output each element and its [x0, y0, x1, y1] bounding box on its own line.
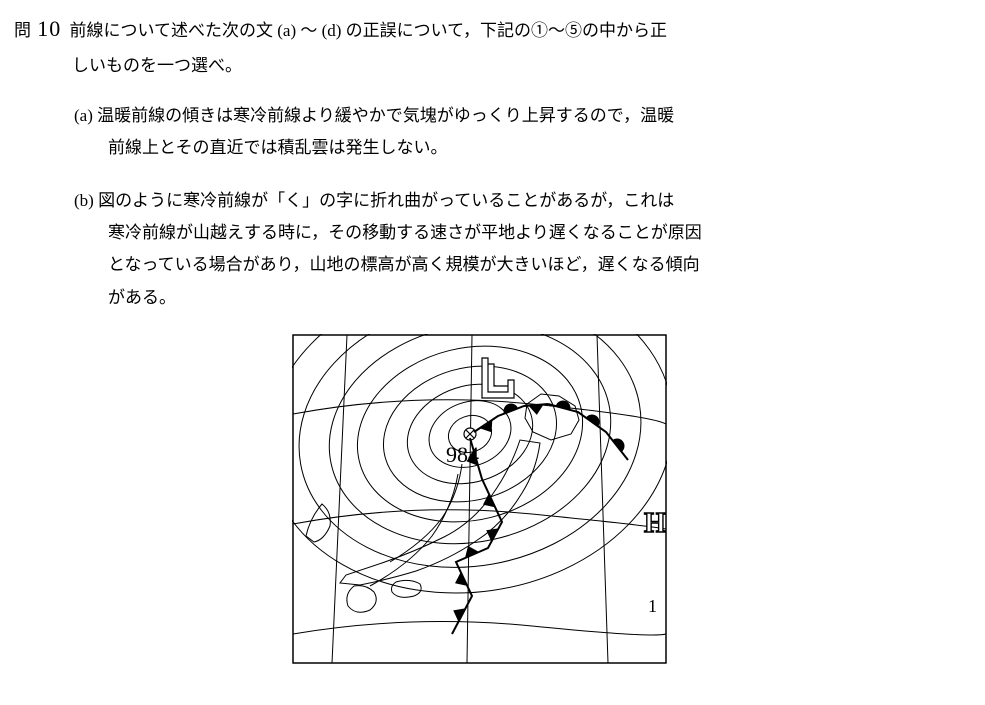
- item-a-label: (a): [74, 106, 93, 125]
- svg-text:H: H: [644, 508, 666, 539]
- item-b-l4: がある。: [108, 282, 945, 314]
- question-digits: 10: [37, 16, 61, 41]
- item-a: (a) 温暖前線の傾きは寒冷前線より緩やかで気塊がゆっくり上昇するので，温暖 前…: [14, 100, 945, 165]
- item-b-l2: 寒冷前線が山越えする時に，その移動する速さが平地より遅くなることが原因: [108, 217, 945, 249]
- question-header: 問 10 前線について述べた次の文 (a) ～ (d) の正誤について，下記の①…: [14, 8, 945, 82]
- question-prompt-l2: しいものを一つ選べ。: [14, 50, 945, 82]
- item-b-l3: となっている場合があり，山地の標高が高く規模が大きいほど，遅くなる傾向: [108, 249, 945, 281]
- item-b: (b) 図のように寒冷前線が「く」の字に折れ曲がっていることがあるが，これは 寒…: [14, 185, 945, 314]
- item-b-l1: 図のように寒冷前線が「く」の字に折れ曲がっていることがあるが，これは: [98, 191, 674, 210]
- item-a-l1: 温暖前線の傾きは寒冷前線より緩やかで気塊がゆっくり上昇するので，温暖: [97, 106, 674, 125]
- svg-text:1: 1: [648, 596, 657, 616]
- item-b-label: (b): [74, 191, 94, 210]
- weather-chart-wrap: 984H1: [14, 334, 945, 675]
- weather-chart: 984H1: [292, 334, 667, 664]
- question-number: 問 10: [14, 21, 70, 40]
- question-prefix: 問: [14, 21, 31, 40]
- item-a-l2: 前線上とその直近では積乱雲は発生しない。: [108, 132, 945, 164]
- question-prompt-l1: 前線について述べた次の文 (a) ～ (d) の正誤について，下記の①～⑤の中か…: [70, 21, 667, 40]
- exam-page: 問 10 前線について述べた次の文 (a) ～ (d) の正誤について，下記の①…: [0, 0, 985, 675]
